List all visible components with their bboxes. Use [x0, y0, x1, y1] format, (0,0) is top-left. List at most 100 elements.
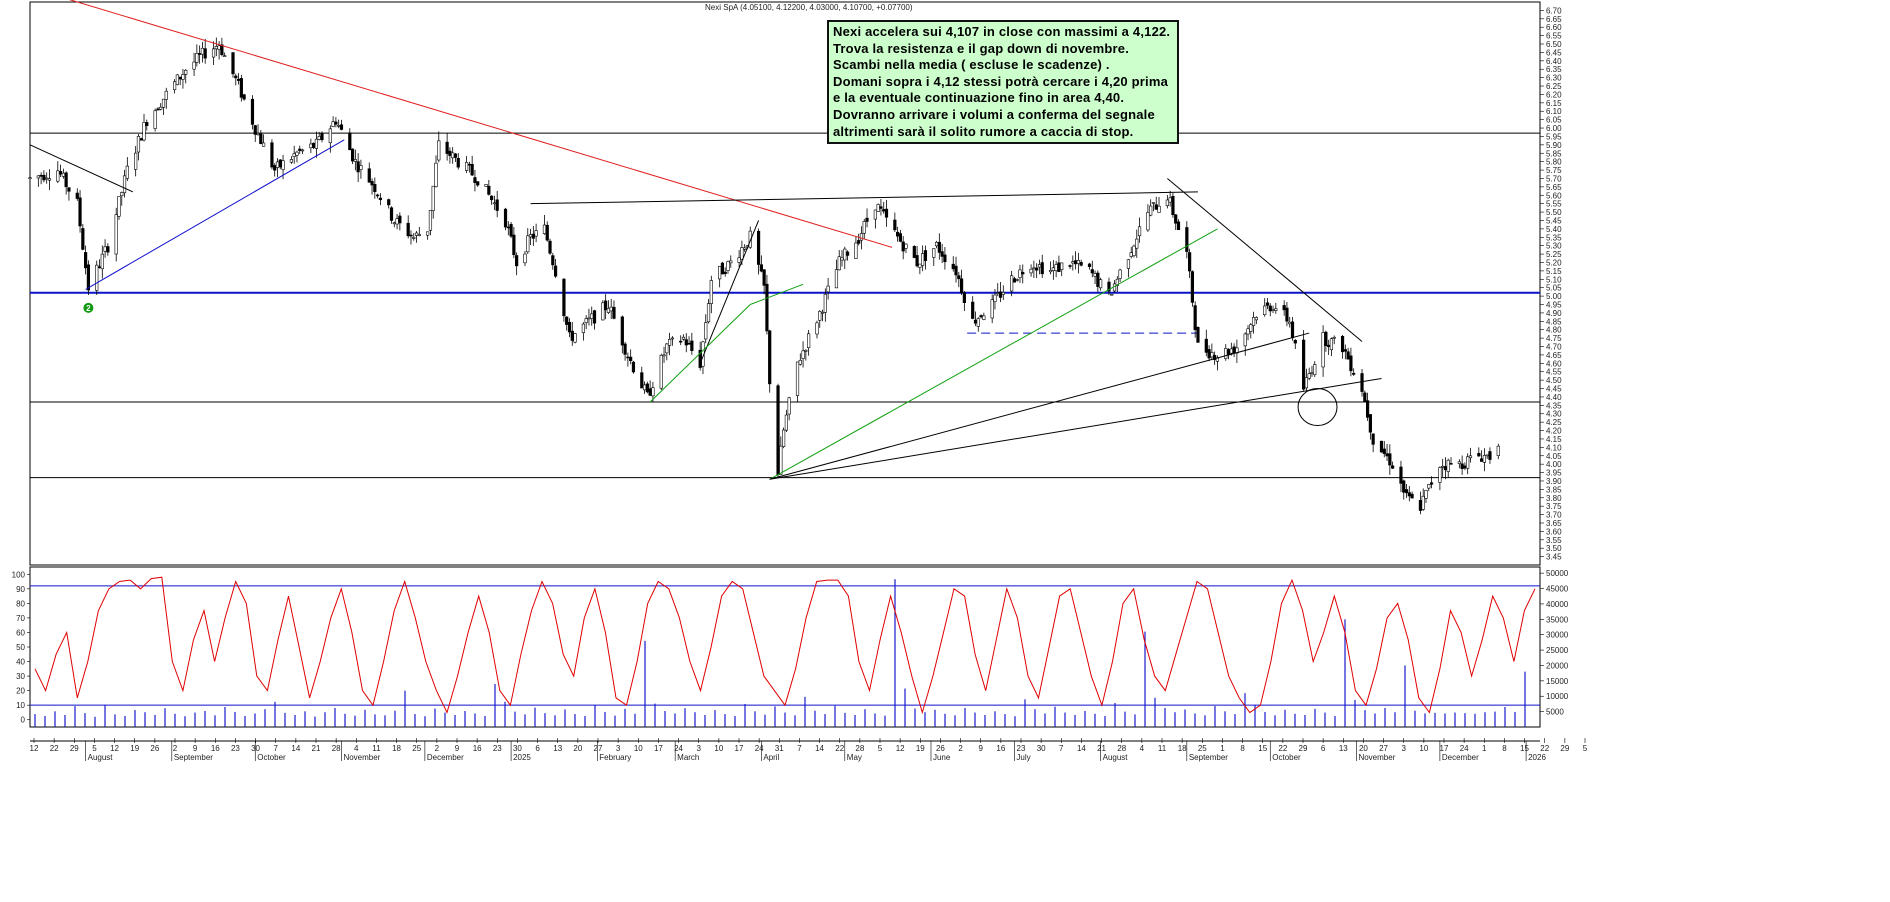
- candle-body: [270, 142, 274, 168]
- price-tick-label: 5.35: [1546, 233, 1562, 242]
- candle-body: [1174, 214, 1178, 224]
- price-tick-label: 5.15: [1546, 267, 1562, 276]
- candle-body: [448, 150, 452, 156]
- date-tick-label: 11: [1158, 744, 1167, 753]
- price-tick-label: 4.05: [1546, 452, 1562, 461]
- candle-body: [1126, 259, 1131, 269]
- candle-body: [1196, 327, 1200, 343]
- candle-body: [932, 248, 936, 258]
- candle-body: [545, 224, 549, 241]
- candle-body: [1466, 456, 1470, 469]
- candle-body: [164, 90, 168, 100]
- date-tick-label: 3: [616, 744, 621, 753]
- trendline: [1167, 178, 1363, 342]
- candle-body: [103, 246, 107, 252]
- candle-body: [782, 429, 786, 447]
- candle-body: [367, 168, 371, 183]
- price-tick-label: 3.45: [1546, 553, 1562, 562]
- candle-body: [551, 255, 555, 266]
- candle-body: [331, 121, 335, 128]
- date-tick-label: 5: [1583, 744, 1588, 753]
- highlight-ellipse: [1297, 388, 1338, 427]
- candle-body: [1149, 205, 1153, 216]
- candle-body: [882, 209, 886, 212]
- date-tick-label: 13: [553, 744, 562, 753]
- date-tick-label: 24: [1460, 744, 1469, 753]
- month-label: October: [257, 753, 286, 762]
- candle-body: [1090, 269, 1094, 274]
- note-line: e la eventuale continuazione fino in are…: [833, 90, 1125, 106]
- candle-body: [1488, 451, 1492, 460]
- candle-body: [1157, 205, 1161, 213]
- candle-body: [100, 253, 104, 270]
- price-tick-label: 6.45: [1546, 48, 1562, 57]
- candle-body: [531, 233, 535, 239]
- candle-body: [962, 292, 966, 304]
- candle-body: [1307, 373, 1311, 379]
- candle-body: [1324, 331, 1328, 347]
- candle-body: [1421, 495, 1425, 510]
- candle-body: [1332, 336, 1336, 339]
- marker-label: 2: [86, 304, 91, 313]
- candle-body: [1446, 459, 1450, 472]
- candle-body: [1210, 352, 1214, 358]
- candle-body: [834, 269, 839, 289]
- date-tick-label: 15: [1258, 744, 1267, 753]
- candle-body: [328, 128, 332, 144]
- candle-body: [348, 132, 352, 151]
- candle-body: [1365, 400, 1370, 418]
- price-tick-label: 4.90: [1546, 309, 1562, 318]
- candle-body: [1073, 260, 1078, 265]
- candle-body: [1360, 373, 1364, 392]
- price-tick-label: 4.15: [1546, 435, 1562, 444]
- price-tick-label: 5.85: [1546, 149, 1562, 158]
- price-tick-label: 6.00: [1546, 124, 1562, 133]
- candle-body: [996, 292, 1000, 295]
- candle-body: [1171, 196, 1175, 215]
- candle-body: [490, 195, 494, 201]
- candle-body: [684, 339, 688, 346]
- candle-body: [940, 251, 944, 257]
- candle-body: [292, 153, 296, 157]
- date-tick-label: 26: [936, 744, 945, 753]
- candle-body: [317, 136, 321, 140]
- candle-body: [1165, 199, 1169, 206]
- price-tick-label: 6.10: [1546, 107, 1562, 116]
- candle-body: [748, 230, 752, 248]
- date-tick-label: 5: [878, 744, 883, 753]
- date-tick-label: 14: [815, 744, 824, 753]
- date-tick-label: 10: [1419, 744, 1428, 753]
- candle-body: [1368, 414, 1372, 433]
- candle-body: [1057, 262, 1061, 272]
- candle-body: [1410, 493, 1414, 499]
- candle-body: [998, 291, 1003, 298]
- candle-body: [626, 356, 630, 359]
- candle-body: [1018, 269, 1022, 278]
- candle-body: [943, 254, 947, 263]
- candle-body: [1460, 463, 1464, 469]
- price-tick-label: 3.95: [1546, 469, 1562, 478]
- candle-body: [320, 133, 324, 141]
- month-label: 2026: [1528, 753, 1546, 762]
- candle-body: [1385, 453, 1389, 457]
- candle-body: [1379, 440, 1384, 453]
- candle-body: [642, 384, 647, 391]
- candle-body: [1371, 433, 1375, 445]
- candle-body: [807, 333, 811, 349]
- candle-body: [862, 221, 866, 234]
- date-tick-label: 28: [332, 744, 341, 753]
- date-tick-label: 5: [92, 744, 97, 753]
- candle-body: [690, 340, 694, 351]
- candle-body: [198, 53, 202, 55]
- candle-body: [1068, 265, 1072, 267]
- candle-body: [95, 264, 99, 291]
- candle-body: [1346, 351, 1350, 360]
- trendline: [769, 332, 1310, 480]
- volume-tick-label: 40000: [1546, 600, 1569, 609]
- candle-body: [256, 133, 260, 135]
- note-line: Trova la resistenza e il gap down di nov…: [833, 40, 1130, 56]
- candle-body: [548, 240, 552, 254]
- candle-body: [464, 162, 469, 171]
- candle-body: [470, 164, 474, 176]
- candle-body: [898, 233, 903, 242]
